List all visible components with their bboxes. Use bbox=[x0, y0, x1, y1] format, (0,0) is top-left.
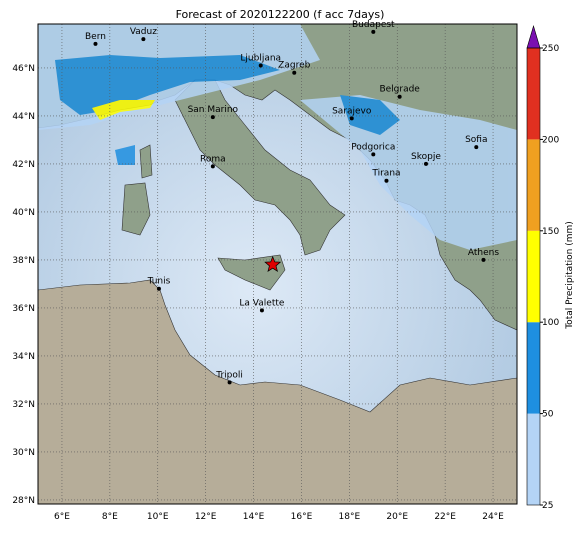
y-tick-label: 34°N bbox=[12, 352, 35, 362]
x-tick-label: 18°E bbox=[339, 512, 361, 522]
x-tick-label: 22°E bbox=[434, 512, 456, 522]
city-dot bbox=[474, 145, 479, 150]
city-label: San Marino bbox=[188, 105, 239, 115]
city-label: Tunis bbox=[147, 277, 171, 287]
colorbar-segment bbox=[527, 230, 540, 323]
city-label: Skopje bbox=[411, 152, 441, 162]
precipitation bbox=[38, 24, 517, 250]
y-tick-label: 36°N bbox=[12, 304, 35, 314]
city-label: Bern bbox=[85, 32, 106, 42]
x-tick-label: 16°E bbox=[291, 512, 313, 522]
city-dot bbox=[371, 152, 376, 157]
city-label: Tripoli bbox=[215, 370, 243, 380]
colorbar-segment bbox=[527, 322, 540, 414]
city-label: La Valette bbox=[239, 298, 284, 308]
precip-heavy bbox=[92, 100, 155, 120]
map-frame bbox=[37, 23, 518, 505]
colorbar-segment bbox=[527, 413, 540, 505]
city-dot bbox=[210, 164, 215, 169]
x-tick-label: 8°E bbox=[102, 512, 118, 522]
colorbar-tick-label: 250 bbox=[542, 44, 559, 54]
precip-medium bbox=[55, 55, 280, 115]
city-dot bbox=[349, 116, 354, 121]
city-dot bbox=[258, 63, 263, 68]
colorbar-segment bbox=[527, 48, 540, 140]
city-dot bbox=[259, 308, 264, 313]
city-dot bbox=[141, 37, 146, 42]
colorbar-label: Total Precipitation (mm) bbox=[565, 221, 575, 330]
graticule bbox=[38, 24, 517, 504]
city-dot bbox=[384, 178, 389, 183]
city-label: Sarajevo bbox=[332, 106, 372, 116]
colorbar-extension bbox=[526, 24, 541, 49]
city-label: Budapest bbox=[352, 20, 395, 30]
x-tick-label: 20°E bbox=[386, 512, 408, 522]
x-tick-label: 10°E bbox=[147, 512, 169, 522]
city-dot bbox=[292, 70, 297, 75]
city-label: Belgrade bbox=[379, 85, 420, 95]
y-tick-label: 32°N bbox=[12, 400, 35, 410]
city-dot bbox=[156, 286, 161, 291]
colorbar-tick-label: 200 bbox=[542, 135, 559, 145]
title: Forecast of 2020122200 (f acc 7days) bbox=[176, 8, 385, 21]
city-dot bbox=[371, 29, 376, 34]
event-marker bbox=[264, 255, 282, 272]
city-label: Tirana bbox=[371, 169, 400, 179]
y-tick-label: 38°N bbox=[12, 256, 35, 266]
colorbar-tick-label: 100 bbox=[542, 318, 559, 328]
city-label: Podgorica bbox=[351, 142, 395, 152]
city-dot bbox=[227, 380, 232, 385]
colorbar-frame bbox=[526, 47, 541, 506]
precip-medium bbox=[115, 145, 135, 165]
x-tick-label: 14°E bbox=[243, 512, 265, 522]
colorbar-segment bbox=[527, 139, 540, 231]
colorbar-tick-label: 150 bbox=[542, 227, 559, 237]
y-tick-label: 42°N bbox=[12, 160, 35, 170]
city-dot bbox=[93, 41, 98, 46]
overlay: 6°E 8°E 10°E 12°E 14°E 16°E 18°E 20°E 22°E 24°E 28… bbox=[12, 20, 504, 522]
city-dot bbox=[210, 115, 215, 120]
y-tick-label: 44°N bbox=[12, 112, 35, 122]
city-label: Ljubljana bbox=[240, 54, 281, 64]
city-dot bbox=[481, 257, 486, 262]
y-tick-label: 40°N bbox=[12, 208, 35, 218]
x-tick-label: 12°E bbox=[195, 512, 217, 522]
y-tick-label: 46°N bbox=[12, 64, 35, 74]
city-dot bbox=[423, 161, 428, 166]
x-tick-label: 6°E bbox=[54, 512, 70, 522]
city-label: Athens bbox=[468, 248, 499, 258]
colorbar-tick-label: 25 bbox=[542, 501, 553, 511]
y-tick-label: 28°N bbox=[12, 496, 35, 506]
precip-light bbox=[300, 95, 517, 250]
colorbar-tick-label: 50 bbox=[542, 410, 554, 420]
precip-medium bbox=[340, 95, 400, 135]
y-tick-label: 30°N bbox=[12, 448, 35, 458]
city-label: Zagreb bbox=[278, 61, 310, 71]
city-label: Vaduz bbox=[130, 27, 157, 37]
city-label: Sofia bbox=[465, 135, 487, 145]
x-tick-label: 24°E bbox=[482, 512, 504, 522]
city-label: Roma bbox=[200, 154, 226, 164]
city-dot bbox=[397, 94, 402, 99]
colorbar: 25 50 100 150 200 250 bbox=[526, 24, 559, 511]
